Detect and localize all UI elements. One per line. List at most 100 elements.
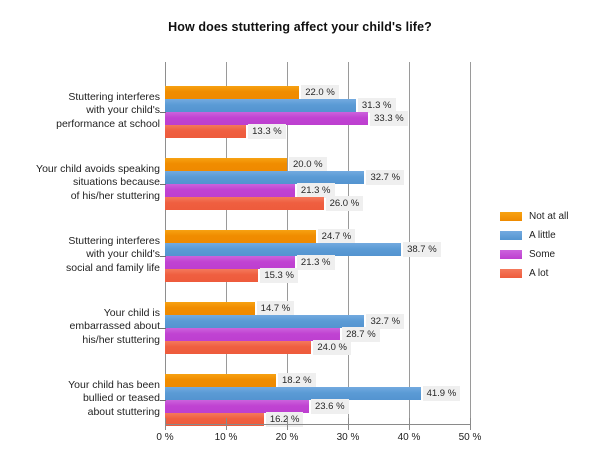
x-axis-tick — [409, 418, 410, 430]
x-axis-tick-label: 40 % — [397, 432, 421, 443]
bar-not-at-all[interactable] — [165, 158, 287, 171]
gridline-50 — [470, 62, 471, 424]
x-axis-tick — [226, 418, 227, 430]
bar-some[interactable] — [165, 184, 295, 197]
bar-value-label: 21.3 % — [296, 183, 335, 198]
bar-value-label: 33.3 % — [370, 111, 408, 126]
category-tick — [160, 328, 166, 329]
bar-a-little[interactable] — [165, 243, 402, 256]
bar-group: 18.2 % 41.9 % 23.6 % 16.2 % — [165, 373, 470, 427]
legend-label: A little — [529, 230, 556, 241]
category-label-line: about stuttering — [87, 405, 160, 418]
bar-a-lot[interactable] — [165, 197, 324, 210]
x-axis-tick — [348, 418, 349, 430]
x-axis-tick — [165, 418, 166, 430]
bar-not-at-all[interactable] — [165, 230, 316, 243]
legend-label: A lot — [529, 268, 549, 279]
bar-row: 21.3 % — [165, 183, 470, 198]
bar-row: 14.7 % — [165, 301, 470, 316]
x-axis-tick-label: 0 % — [156, 432, 174, 443]
bar-not-at-all[interactable] — [165, 302, 255, 315]
bar-a-little[interactable] — [165, 315, 365, 328]
bar-some[interactable] — [165, 112, 369, 125]
bar-group: 22.0 % 31.3 % 33.3 % 13.3 % — [165, 85, 470, 139]
bar-value-label: 13.3 % — [248, 124, 286, 139]
bar-row: 24.7 % — [165, 229, 470, 244]
x-axis-tick — [470, 418, 471, 430]
bar-row: 24.0 % — [165, 340, 470, 355]
category-label-line: embarrassed about — [69, 320, 160, 333]
category-label: Your child avoids speaking situations bec… — [20, 163, 160, 204]
category-label-line: Stuttering interferes — [68, 90, 160, 103]
legend-item[interactable]: Not at all — [500, 208, 568, 225]
legend-swatch-icon — [500, 231, 522, 240]
legend-swatch-icon — [500, 250, 522, 259]
bar-value-label: 22.0 % — [301, 85, 339, 100]
bar-row: 22.0 % — [165, 85, 470, 100]
bar-a-little[interactable] — [165, 171, 365, 184]
category-label: Stuttering interferes with your child's pe… — [20, 91, 160, 132]
bar-row: 21.3 % — [165, 255, 470, 270]
category-label-line: bullied or teased — [82, 392, 160, 405]
chart-title: How does stuttering affect your child's … — [168, 20, 432, 34]
chart-legend: Not at all A little Some A lot — [500, 208, 568, 284]
bar-a-lot[interactable] — [165, 269, 259, 282]
bar-a-lot[interactable] — [165, 413, 264, 426]
bar-value-label: 15.3 % — [260, 268, 298, 283]
bar-group: 14.7 % 32.7 % 28.7 % 24.0 % — [165, 301, 470, 355]
category-label: Stuttering interferes with your child's so… — [20, 235, 160, 276]
bar-group: 20.0 % 32.7 % 21.3 % 26.0 % — [165, 157, 470, 211]
category-label-line: his/her stuttering — [82, 333, 160, 346]
category-tick — [160, 112, 166, 113]
legend-item[interactable]: Some — [500, 246, 568, 263]
legend-label: Some — [529, 249, 556, 260]
bar-value-label: 31.3 % — [357, 98, 396, 113]
bar-value-label: 20.0 % — [289, 157, 327, 172]
bar-value-label: 26.0 % — [325, 196, 364, 211]
bar-value-label: 23.6 % — [310, 399, 349, 414]
bar-row: 32.7 % — [165, 170, 470, 185]
bar-some[interactable] — [165, 328, 341, 341]
bar-not-at-all[interactable] — [165, 86, 300, 99]
bar-value-label: 24.0 % — [313, 340, 351, 355]
bar-row: 41.9 % — [165, 386, 470, 401]
bar-row: 18.2 % — [165, 373, 470, 388]
x-axis-tick-label: 30 % — [336, 432, 360, 443]
category-label-line: of his/her stuttering — [70, 189, 160, 202]
bar-row: 23.6 % — [165, 399, 470, 414]
legend-swatch-icon — [500, 269, 522, 278]
category-label-line: social and family life — [66, 261, 160, 274]
bar-a-little[interactable] — [165, 387, 421, 400]
bar-a-little[interactable] — [165, 99, 356, 112]
category-label-line: Your child has been — [68, 378, 160, 391]
bar-row: 31.3 % — [165, 98, 470, 113]
x-axis-line — [165, 424, 471, 425]
x-axis-tick-label: 10 % — [214, 432, 238, 443]
category-label-line: situations because — [73, 176, 160, 189]
bar-value-label: 41.9 % — [422, 386, 461, 401]
bar-row: 28.7 % — [165, 327, 470, 342]
category-label-line: Your child is — [103, 306, 160, 319]
bar-value-label: 32.7 % — [366, 314, 405, 329]
category-label-line: Stuttering interferes — [68, 234, 160, 247]
category-label-line: with your child's — [86, 104, 160, 117]
bar-group: 24.7 % 38.7 % 21.3 % 15.3 % — [165, 229, 470, 283]
bar-value-label: 24.7 % — [317, 229, 356, 244]
bar-row: 38.7 % — [165, 242, 470, 257]
category-label: Your child is embarrassed about his/her st… — [20, 307, 160, 348]
category-label: Your child has been bullied or teased abou… — [20, 379, 160, 420]
bar-row: 32.7 % — [165, 314, 470, 329]
bar-value-label: 28.7 % — [342, 327, 380, 342]
legend-item[interactable]: A lot — [500, 265, 568, 282]
category-tick — [160, 184, 166, 185]
bar-a-lot[interactable] — [165, 341, 312, 354]
bar-not-at-all[interactable] — [165, 374, 277, 387]
x-axis-tick-label: 50 % — [458, 432, 482, 443]
category-label-line: with your child's — [86, 248, 160, 261]
bar-value-label: 21.3 % — [296, 255, 335, 270]
legend-item[interactable]: A little — [500, 227, 568, 244]
bar-a-lot[interactable] — [165, 125, 247, 138]
bar-some[interactable] — [165, 400, 309, 413]
bar-some[interactable] — [165, 256, 295, 269]
